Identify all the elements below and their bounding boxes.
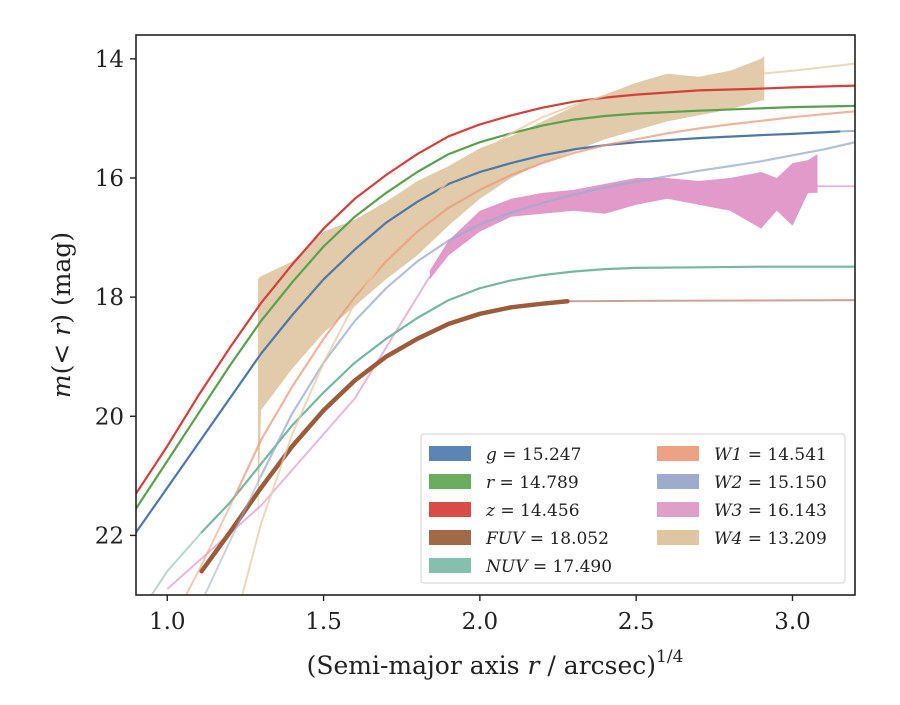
legend-label-value: = 16.143 <box>742 501 827 521</box>
legend-swatch-fuv <box>429 530 471 545</box>
legend-label-var: W3 <box>714 501 742 521</box>
x-tick-label: 2.5 <box>618 609 655 635</box>
legend-label-nuv: NUV = 17.490 <box>485 557 612 577</box>
legend-swatch-r <box>429 474 471 489</box>
legend-label-value: = 14.541 <box>742 445 827 465</box>
series-w3-extrapolation <box>166 275 431 590</box>
series-w4-line <box>241 62 855 595</box>
legend-label-var: W2 <box>714 473 742 493</box>
band-w3 <box>429 154 818 280</box>
legend-label-r: r = 14.789 <box>486 473 579 493</box>
y-axis-label: m(< r) (mag) <box>47 232 76 398</box>
series-r-line <box>136 104 855 510</box>
series-nuv-extrapolation <box>150 531 203 595</box>
x-tick-label: 1.5 <box>305 609 342 635</box>
legend-label-value: = 15.247 <box>497 445 582 465</box>
legend-label-var: z <box>485 501 496 521</box>
plot-frame <box>135 34 856 596</box>
x-tick-label: 2.0 <box>462 609 499 635</box>
series-nuv-line <box>200 265 855 534</box>
x-axis-label: (Semi-major axis r / arcsec)1/4 <box>307 647 684 680</box>
legend-label-z: z = 14.456 <box>485 501 580 521</box>
y-axis: 14 16 18 20 22 <box>95 47 136 549</box>
legend-swatch-w4 <box>657 530 699 545</box>
legend-label-value: = 18.052 <box>524 529 609 549</box>
y-tick-label: 18 <box>95 285 124 311</box>
legend-swatch-w2 <box>657 474 699 489</box>
legend-label-w1: W1 = 14.541 <box>714 445 827 465</box>
legend-swatch-w3 <box>657 502 699 517</box>
legend-label-var: FUV <box>485 529 526 549</box>
legend-label-value: = 14.789 <box>494 473 579 493</box>
legend-label-value: = 14.456 <box>495 501 580 521</box>
legend-label-var: W1 <box>714 445 742 465</box>
legend-swatch-z <box>429 502 471 517</box>
y-tick-label: 20 <box>95 404 124 430</box>
legend-label-var: NUV <box>485 557 529 577</box>
legend-swatch-nuv <box>429 558 471 573</box>
legend-label-value: = 15.150 <box>742 473 827 493</box>
legend-label-var: g <box>486 445 497 465</box>
legend-label-var: r <box>486 473 495 493</box>
series-z-line <box>136 84 855 495</box>
x-tick-label: 3.0 <box>774 609 811 635</box>
y-tick-label: 16 <box>95 166 124 192</box>
series-fuv-extrapolation <box>567 299 855 303</box>
legend-label-w3: W3 = 16.143 <box>714 501 827 521</box>
series-w2-line <box>259 141 855 477</box>
legend-label-w2: W2 = 15.150 <box>714 473 827 493</box>
x-tick-label: 1.0 <box>149 609 186 635</box>
legend-label-value: = 17.490 <box>527 557 612 577</box>
legend-label-value: = 13.209 <box>742 529 827 549</box>
series-g-line <box>136 130 841 534</box>
legend-swatch-g <box>429 446 471 461</box>
x-axis: 1.0 1.5 2.0 2.5 3.0 <box>149 595 811 635</box>
y-tick-label: 22 <box>95 523 124 549</box>
series-fuv-line <box>199 299 570 574</box>
legend-box <box>420 433 846 584</box>
legend-label-var: W4 <box>714 529 742 549</box>
series-g-extrapolation <box>839 129 855 133</box>
series-w1-line <box>234 110 855 495</box>
legend-label-g: g = 15.247 <box>486 445 581 465</box>
y-tick-label: 14 <box>95 47 124 73</box>
legend-swatch-w1 <box>657 446 699 461</box>
legend-label-w4: W4 = 13.209 <box>714 529 827 549</box>
legend-label-fuv: FUV = 18.052 <box>485 529 609 549</box>
series-w1-extrapolation <box>185 493 237 595</box>
series-w2-extrapolation <box>203 475 262 595</box>
plot-area <box>136 55 855 595</box>
